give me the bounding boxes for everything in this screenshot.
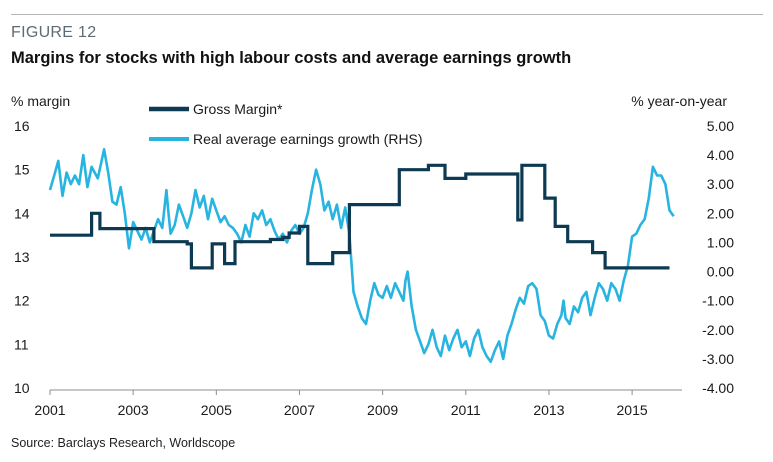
left-tick-label: 15 [14,162,30,178]
x-tick-label: 2009 [367,402,398,418]
figure-label: FIGURE 12 [11,24,97,41]
x-tick-label: 2005 [201,402,232,418]
right-tick-label: -4.00 [702,380,734,396]
x-axis-ticks: 2001 2003 2005 2007 2009 2011 2013 2015 [34,390,648,418]
left-tick-label: 10 [14,380,30,396]
x-tick-label: 2007 [284,402,315,418]
left-tick-label: 12 [14,293,30,309]
figure-title: Margins for stocks with high labour cost… [11,49,572,67]
series-line-earnings-growth [48,148,675,364]
top-rule [11,14,763,15]
x-tick-label: 2011 [451,402,481,418]
right-tick-label: 0.00 [707,264,734,280]
left-axis-ticks: 16 15 14 13 12 11 10 [14,118,30,396]
right-tick-label: 1.00 [707,234,734,250]
right-tick-label: -2.00 [702,322,734,338]
right-tick-label: 3.00 [707,176,734,192]
legend-label-gross-margin: Gross Margin* [193,101,283,117]
x-tick-label: 2003 [118,402,149,418]
right-tick-label: 2.00 [707,205,734,221]
right-axis-ticks: 5.00 4.00 3.00 2.00 1.00 0.00 -1.00 -2.00 -3.00 -… [702,118,734,396]
x-tick-label: 2001 [34,402,65,418]
right-axis-label: % year-on-year [631,93,727,109]
legend-label-earnings-growth: Real average earnings growth (RHS) [193,131,423,147]
source-note: Source: Barclays Research, Worldscope [11,436,236,450]
right-tick-label: -1.00 [702,293,734,309]
right-tick-label: 5.00 [707,118,734,134]
left-tick-label: 16 [14,118,30,134]
series-line-gross-margin [50,163,670,270]
left-tick-label: 14 [14,205,30,221]
left-axis-label: % margin [11,93,70,109]
right-tick-label: 4.00 [707,147,734,163]
x-tick-label: 2015 [617,402,648,418]
left-tick-label: 13 [14,249,30,265]
left-tick-label: 11 [14,336,29,352]
right-tick-label: -3.00 [702,351,734,367]
x-tick-label: 2013 [533,402,564,418]
